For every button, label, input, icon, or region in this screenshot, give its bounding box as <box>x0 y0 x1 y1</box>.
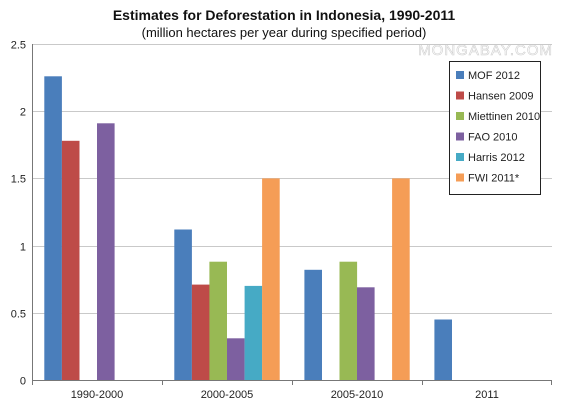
bar-fao-2010-2000-2005 <box>227 338 245 380</box>
chart-title: Estimates for Deforestation in Indonesia… <box>113 7 456 23</box>
bar-harris-2012-2000-2005 <box>244 285 263 380</box>
legend-box <box>449 61 541 195</box>
x-tick-label: 1990-2000 <box>71 389 124 401</box>
watermark: MONGABAY.COM <box>418 42 553 59</box>
y-tick-label: 0.5 <box>11 309 26 321</box>
bar-miettinen-2010-2005-2010 <box>339 261 358 380</box>
bar-fwi-2011-2005-2010 <box>392 178 410 380</box>
legend-swatch <box>456 153 464 161</box>
bars <box>44 76 452 381</box>
x-tick-label: 2005-2010 <box>331 389 384 401</box>
y-tick-label: 2 <box>20 107 26 119</box>
legend-label: Harris 2012 <box>468 152 525 164</box>
legend-label: FWI 2011* <box>468 173 520 185</box>
y-tick-label: 0 <box>20 376 26 388</box>
bar-fao-2010-1990-2000 <box>97 123 115 381</box>
x-tick-label: 2011 <box>475 389 499 401</box>
legend-label: Miettinen 2010 <box>468 111 540 123</box>
y-tick-label: 1 <box>20 242 26 254</box>
legend-swatch <box>456 91 464 100</box>
bar-mof-2012-2005-2010 <box>304 269 322 380</box>
x-tick-label: 2000-2005 <box>201 389 254 401</box>
legend-swatch <box>456 71 464 79</box>
bar-fwi-2011-2000-2005 <box>262 178 280 380</box>
legend-swatch <box>456 112 464 120</box>
legend-swatch <box>456 173 464 182</box>
bar-mof-2012-2011 <box>434 319 452 380</box>
bar-mof-2012-1990-2000 <box>44 76 62 381</box>
legend-label: MOF 2012 <box>468 70 520 82</box>
legend-swatch <box>456 132 464 141</box>
axes: 0 0.5 1 1.5 2 2.5 1990-2000 2000-2005 2005-2010 2… <box>11 40 552 401</box>
bar-hansen-2009-2000-2005 <box>191 284 210 380</box>
y-tick-label: 1.5 <box>11 174 26 186</box>
bar-fao-2010-2005-2010 <box>357 287 375 380</box>
bar-mof-2012-2000-2005 <box>174 229 192 380</box>
bar-miettinen-2010-2000-2005 <box>209 261 227 380</box>
y-tick-label: 2.5 <box>11 40 26 52</box>
legend-label: FAO 2010 <box>468 132 518 144</box>
legend-label: Hansen 2009 <box>468 91 533 103</box>
bar-hansen-2009-1990-2000 <box>61 140 80 380</box>
chart-subtitle: (million hectares per year during specif… <box>142 25 427 40</box>
legend: MOF 2012 Hansen 2009 Miettinen 2010 FAO 201… <box>449 61 541 195</box>
